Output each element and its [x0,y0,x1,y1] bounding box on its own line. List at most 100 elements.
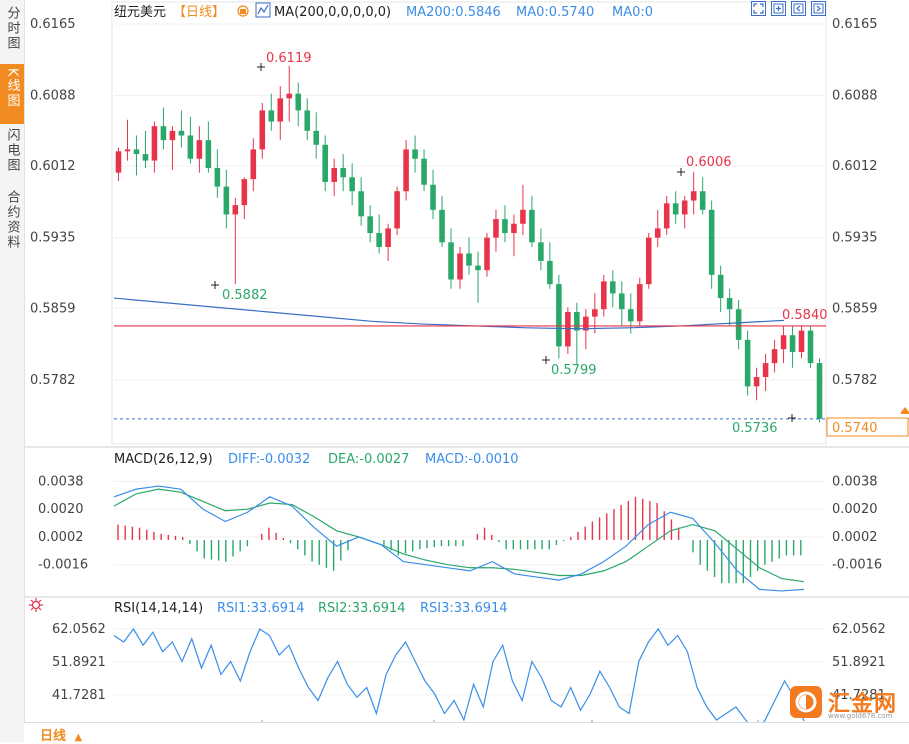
candle-body [717,274,724,299]
rsi2-value: RSI2:33.6914 [318,601,406,616]
candle-body [178,130,185,136]
candle-body [313,130,320,145]
tab-contract-info-label: 合约资料 [4,190,20,250]
candle-body [618,293,625,310]
candle-body [394,191,400,229]
low-label-1: 0.5882 [222,288,268,303]
ref-line-label: 0.5840 [782,308,828,323]
tab-kline[interactable]: K线图 [0,64,24,124]
candle-body [610,281,616,294]
main-ytick-right: 0.6012 [832,159,878,174]
candle-body [511,223,517,234]
main-ytick-right: 0.5859 [832,301,878,316]
macd-title: MACD(26,12,9) [114,452,213,467]
low-label-3: 0.5736 [732,421,778,436]
candle-body [565,312,571,347]
macd-ytick-right: 0.0002 [832,530,878,545]
candle-body [403,149,409,192]
candle-body [187,135,194,159]
sun-settings-icon[interactable] [29,598,43,612]
candle-body [457,253,463,280]
fullscreen-button[interactable] [751,1,766,16]
rsi-ytick-right: 51.8921 [832,655,886,670]
macd-diff-value: DIFF:-0.0032 [228,452,310,467]
macd-y-axis: 0.0038 0.0038 0.0020 0.0020 0.0002 0.0002 -0.0… [38,474,882,572]
low-marker-1 [211,281,219,289]
rsi-lines [113,627,805,735]
main-ytick-left: 0.5935 [30,231,76,246]
alert-bell-icon[interactable] [901,407,909,414]
candle-body [295,93,302,111]
rsi-ytick-left: 62.0562 [52,622,106,637]
candle-body [475,265,481,271]
candle-body [627,309,634,322]
main-ytick-left: 0.6088 [30,89,76,104]
candle-body [529,209,535,243]
candle-body [493,219,499,238]
macd-histogram [117,496,802,584]
candle-body [726,298,733,310]
macd-macd-value: MACD:-0.0010 [425,452,519,467]
candle-body [196,140,203,159]
macd-ytick-right: -0.0016 [832,558,882,573]
rsi1-value: RSI1:33.6914 [217,601,305,616]
macd-ytick-right: 0.0020 [832,502,878,517]
bottom-toolbar: 日线 ▲ [24,722,909,744]
lock-icon[interactable] [237,5,249,17]
ma0-value-a: MA0:0.5740 [516,5,594,20]
candle-body [448,242,454,280]
price-overlays [113,297,909,420]
scroll-left-button[interactable] [791,1,806,16]
rsi-ytick-left: 51.8921 [52,655,106,670]
candle-body [205,140,212,169]
candle-body [789,335,796,352]
tab-flash-chart[interactable]: 闪电图 [0,128,24,184]
grid-lines [114,23,824,696]
low-marker-2 [542,356,550,364]
candle-body [412,149,418,159]
candle-body [672,203,679,215]
candle-body [762,363,769,378]
zoom-in-button[interactable] [771,1,786,16]
main-ytick-left: 0.6012 [30,159,76,174]
logo-url: www.gold678.com [828,712,893,720]
candle-body [601,281,607,310]
main-ytick-left: 0.6165 [30,17,76,32]
diff-line [113,485,805,592]
tab-contract-info[interactable]: 合约资料 [0,190,24,264]
candle-body [538,242,544,261]
low-label-2: 0.5799 [551,363,597,378]
candle-body [735,309,742,340]
period-selector-label: 日线 [40,729,67,744]
tab-flash-chart-label: 闪电图 [4,128,20,173]
tab-kline-label: K线图 [4,68,20,109]
indicator-settings-icon[interactable] [255,2,271,18]
low-marker-3 [788,414,796,422]
candle-body [151,126,158,161]
high-marker-1 [257,63,265,71]
candle-body [636,284,643,322]
rsi-ytick-right: 62.0562 [832,622,886,637]
site-logo: 汇金网 www.gold678.com [790,686,908,720]
candle-body [484,237,490,271]
candle-body [385,228,391,247]
scroll-right-button[interactable] [811,1,826,16]
candle-body [663,203,670,229]
high-marker-2 [677,168,685,176]
candle-body [654,228,661,238]
candle-body [780,335,787,350]
tab-time-sharing[interactable]: 分时图 [0,6,24,62]
candle-body [259,110,266,150]
rsi-line [113,627,805,735]
period-selector-button[interactable]: 日线 ▲ [40,725,82,744]
rsi-ytick-right: 41.7281 [832,688,886,703]
candle-body [124,149,131,152]
candle-body [250,149,257,180]
candle-body [331,168,337,182]
candle-body [574,312,580,331]
ma200-line [113,297,785,330]
candle-body [322,144,328,182]
candle-body [376,233,382,247]
main-ytick-right: 0.6088 [832,89,878,104]
